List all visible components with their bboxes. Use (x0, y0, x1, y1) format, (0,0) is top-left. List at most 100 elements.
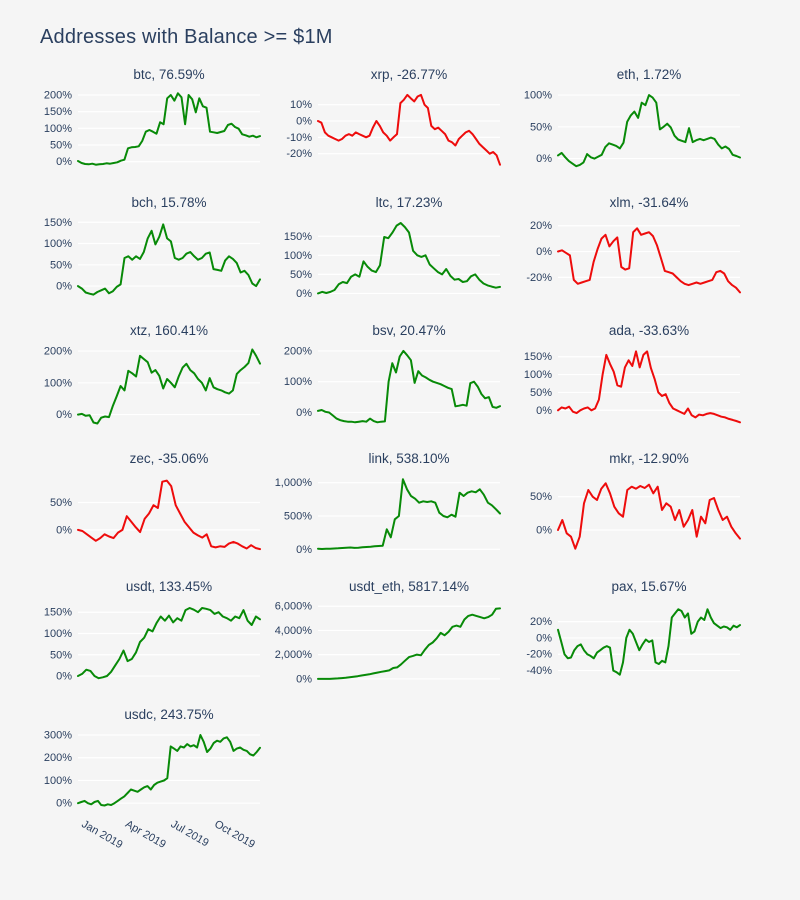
y-tick-label: 0% (296, 673, 312, 685)
chart-bsv: bsv, 20.47% 0% 100% 200% (270, 321, 510, 442)
chart-title: zec, -35.06% (130, 451, 209, 466)
x-tick-label: Apr 2019 (123, 818, 168, 851)
y-tick-label: 50% (50, 497, 72, 509)
chart-bch: bch, 15.78% 0% 50% 100% 150% (30, 193, 270, 314)
chart-title: link, 538.10% (368, 451, 449, 466)
chart-usdt: usdt, 133.45% 0% 50% 100% 150% (30, 577, 270, 698)
chart-zec: zec, -35.06% 0% 50% (30, 449, 270, 570)
y-tick-label: 100% (284, 250, 312, 262)
y-tick-label: 0% (536, 246, 552, 258)
chart-usdc: usdc, 243.75% 0% 100% 200% 300% Jan 2019 Apr 2… (30, 705, 270, 877)
chart-title: xtz, 160.41% (130, 323, 208, 338)
y-tick-label: 100% (524, 90, 552, 102)
y-tick-label: 200% (284, 345, 312, 357)
series-line-btc (77, 92, 261, 166)
y-tick-label: 1,000% (275, 477, 313, 489)
y-tick-label: 100% (44, 123, 72, 135)
y-tick-label: 0% (536, 632, 552, 644)
chart-svg-xrp: xrp, -26.77% 10% 0% -10% -20% (286, 67, 501, 166)
chart-svg-ada: ada, -33.63% 0% 50% 100% 150% (524, 323, 741, 424)
y-tick-label: 50% (50, 259, 72, 271)
y-tick-label: 0% (296, 407, 312, 419)
series-line-pax (557, 608, 741, 676)
series-line-xrp (317, 93, 501, 166)
series-line-xtz (77, 348, 261, 425)
y-tick-label: 0% (296, 288, 312, 300)
y-tick-label: 20% (530, 220, 552, 232)
chart-title: usdt_eth, 5817.14% (349, 579, 469, 594)
chart-svg-link: link, 538.10% 0% 500% 1,000% (275, 451, 501, 556)
y-tick-label: -20% (526, 649, 552, 661)
series-line-eth (557, 94, 741, 168)
y-tick-label: 0% (536, 153, 552, 165)
x-tick-label: Oct 2019 (212, 818, 257, 851)
chart-xtz: xtz, 160.41% 0% 100% 200% (30, 321, 270, 442)
y-tick-label: 50% (530, 491, 552, 503)
chart-eth: eth, 1.72% 0% 50% 100% (510, 65, 750, 186)
y-tick-label: 50% (50, 649, 72, 661)
chart-title: pax, 15.67% (611, 579, 686, 594)
chart-title: bch, 15.78% (131, 195, 206, 210)
chart-usdt_eth: usdt_eth, 5817.14% 0% 2,000% 4,000% 6,000% (270, 577, 510, 698)
chart-svg-eth: eth, 1.72% 0% 50% 100% (524, 67, 741, 168)
chart-title: xlm, -31.64% (610, 195, 689, 210)
chart-svg-mkr: mkr, -12.90% 0% 50% (530, 451, 741, 550)
y-tick-label: 2,000% (275, 649, 313, 661)
y-tick-label: 20% (530, 616, 552, 628)
chart-title: btc, 76.59% (133, 67, 204, 82)
y-tick-label: 150% (44, 217, 72, 229)
series-line-usdc (77, 734, 261, 807)
x-tick-label: Jul 2019 (169, 818, 211, 849)
chart-ltc: ltc, 17.23% 0% 50% 100% 150% (270, 193, 510, 314)
y-tick-label: 150% (524, 351, 552, 363)
y-tick-label: 200% (44, 346, 72, 358)
chart-svg-bsv: bsv, 20.47% 0% 100% 200% (284, 323, 501, 424)
chart-svg-usdt: usdt, 133.45% 0% 50% 100% 150% (44, 579, 261, 683)
y-tick-label: 150% (284, 231, 312, 243)
y-tick-label: 0% (56, 671, 72, 683)
series-line-mkr (557, 482, 741, 550)
chart-title: xrp, -26.77% (371, 67, 448, 82)
chart-svg-xlm: xlm, -31.64% 20% 0% -20% (526, 195, 741, 294)
series-line-ada (557, 350, 741, 424)
chart-svg-usdt_eth: usdt_eth, 5817.14% 0% 2,000% 4,000% 6,000% (275, 579, 501, 685)
chart-svg-zec: zec, -35.06% 0% 50% (50, 451, 261, 551)
y-tick-label: 6,000% (275, 601, 313, 613)
y-tick-label: 0% (56, 409, 72, 421)
series-line-bch (77, 223, 261, 296)
chart-svg-pax: pax, 15.67% 20% 0% -20% -40% (526, 579, 741, 677)
y-tick-label: 50% (530, 121, 552, 133)
chart-btc: btc, 76.59% 0% 50% 100% 150% 200% (30, 65, 270, 186)
chart-xrp: xrp, -26.77% 10% 0% -10% -20% (270, 65, 510, 186)
y-tick-label: 0% (56, 281, 72, 293)
y-tick-label: 0% (536, 525, 552, 537)
chart-title: eth, 1.72% (617, 67, 682, 82)
chart-svg-xtz: xtz, 160.41% 0% 100% 200% (44, 323, 261, 425)
chart-mkr: mkr, -12.90% 0% 50% (510, 449, 750, 570)
series-line-ltc (317, 222, 501, 295)
y-tick-label: 100% (44, 377, 72, 389)
series-line-usdt (77, 607, 261, 680)
page-title: Addresses with Balance >= $1M (40, 26, 333, 48)
y-tick-label: 100% (44, 628, 72, 640)
y-tick-label: -40% (526, 665, 552, 677)
y-tick-label: 100% (44, 775, 72, 787)
series-line-bsv (317, 349, 501, 424)
y-tick-label: 0% (536, 405, 552, 417)
y-tick-label: 300% (44, 730, 72, 742)
y-tick-label: -10% (286, 132, 312, 144)
series-line-usdt_eth (317, 607, 501, 680)
chart-title: bsv, 20.47% (372, 323, 445, 338)
y-tick-label: 500% (284, 511, 312, 523)
y-tick-label: 200% (44, 752, 72, 764)
y-tick-label: -20% (286, 148, 312, 160)
page-header: Addresses with Balance >= $1M (0, 0, 800, 65)
y-tick-label: 200% (44, 90, 72, 102)
charts-grid: btc, 76.59% 0% 50% 100% 150% 200% xrp, -26.77%… (30, 65, 770, 877)
y-tick-label: 150% (44, 607, 72, 619)
y-tick-label: 150% (44, 106, 72, 118)
chart-svg-ltc: ltc, 17.23% 0% 50% 100% 150% (284, 195, 501, 300)
chart-title: ada, -33.63% (609, 323, 689, 338)
y-tick-label: 0% (296, 116, 312, 128)
